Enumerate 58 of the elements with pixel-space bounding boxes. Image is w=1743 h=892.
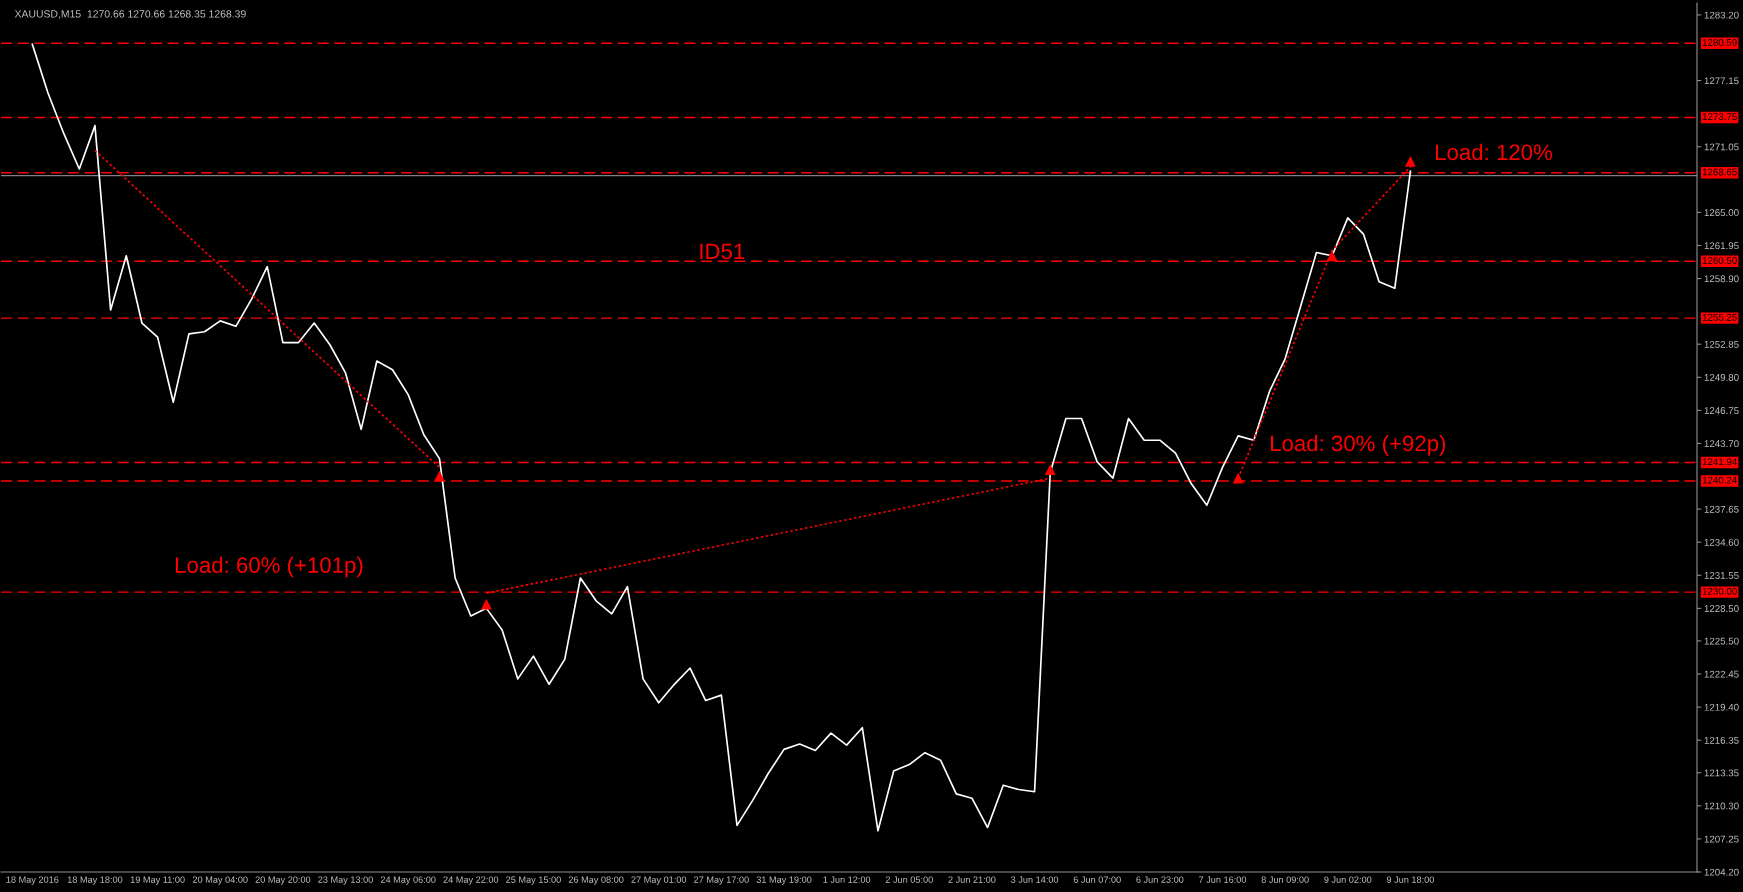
text: XAUUSD,M15 1270.66 1270.66 1268.35 1268.39 — [14, 10, 246, 19]
y-tick-label: 1265.00 — [1704, 209, 1739, 216]
ref-line-label: 1255.25 — [1702, 313, 1737, 321]
y-tick-label: 1225.50 — [1704, 637, 1739, 645]
y-tick-label: 1219.40 — [1704, 703, 1739, 711]
ref-line-label: 1260.50 — [1702, 256, 1737, 264]
y-tick-label: 1216.35 — [1704, 736, 1739, 744]
ref-line-label: 1240.24 — [1702, 476, 1737, 484]
y-tick-label: 1231.55 — [1704, 572, 1739, 579]
y-tick-label: 1271.05 — [1704, 143, 1739, 151]
x-tick-label: 26 May 08:00 — [568, 876, 624, 885]
ref-line-label: 1241.94 — [1702, 458, 1737, 466]
y-tick-label: 1228.50 — [1704, 605, 1739, 612]
ref-line-label: 1273.75 — [1702, 113, 1737, 121]
x-tick-label: 9 Jun 02:00 — [1324, 876, 1372, 883]
x-tick-label: 18 May 2016 — [6, 876, 59, 885]
y-tick-label: 1243.70 — [1704, 440, 1739, 448]
x-tick-label: 25 May 15:00 — [506, 876, 561, 885]
x-tick-label: 2 Jun 21:00 — [948, 876, 996, 883]
x-tick-label: 6 Jun 23:00 — [1136, 876, 1184, 883]
y-tick-label: 1207.25 — [1704, 835, 1739, 843]
y-tick-label: 1210.30 — [1704, 802, 1739, 810]
x-tick-label: 31 May 19:00 — [756, 876, 812, 885]
y-tick-label: 1258.90 — [1704, 275, 1739, 283]
y-tick-label: 1234.60 — [1704, 538, 1739, 546]
ref-line-label: 1280.59 — [1702, 38, 1737, 46]
y-tick-label: 1277.15 — [1704, 77, 1739, 85]
annotation: Load: 120% — [1436, 143, 1552, 161]
annotation: Load: 60% (+101p) — [175, 556, 363, 578]
x-tick-label: 27 May 01:00 — [631, 876, 687, 885]
y-tick-label: 1261.95 — [1704, 242, 1739, 250]
x-tick-label: 3 Jun 14:00 — [1010, 876, 1059, 883]
y-tick-label: 1252.85 — [1704, 340, 1739, 348]
x-tick-label: 24 May 06:00 — [380, 876, 436, 885]
y-tick-label: 1249.80 — [1704, 374, 1739, 381]
annotation: ID51 — [700, 243, 745, 260]
x-tick-label: 6 Jun 07:00 — [1073, 876, 1121, 883]
x-tick-label: 27 May 17:00 — [694, 876, 749, 885]
x-tick-label: 7 Jun 16:00 — [1199, 876, 1247, 883]
y-tick-label: 1246.75 — [1704, 407, 1739, 414]
x-tick-label: 20 May 20:00 — [255, 876, 311, 885]
x-tick-label: 19 May 11:00 — [130, 876, 185, 885]
x-tick-label: 18 May 18:00 — [67, 876, 123, 885]
y-tick-label: 1222.45 — [1704, 670, 1739, 678]
x-tick-label: 20 May 04:00 — [192, 876, 248, 885]
ref-line-label: 1230.00 — [1702, 587, 1737, 595]
x-tick-label: 2 Jun 05:00 — [885, 876, 933, 883]
x-tick-label: 1 Jun 12:00 — [823, 876, 871, 883]
y-tick-label: 1204.20 — [1704, 868, 1739, 876]
x-tick-label: 8 Jun 09:00 — [1261, 876, 1309, 883]
y-tick-label: 1237.65 — [1704, 505, 1739, 513]
annotation: Load: 30% (+92p) — [1270, 434, 1446, 456]
y-tick-label: 1283.20 — [1704, 11, 1739, 19]
y-tick-label: 1213.35 — [1704, 769, 1739, 777]
x-tick-label: 23 May 13:00 — [318, 876, 373, 885]
x-tick-label: 9 Jun 18:00 — [1386, 876, 1435, 883]
x-tick-label: 24 May 22:00 — [443, 876, 499, 885]
ref-line-label: 1268.65 — [1702, 168, 1737, 176]
